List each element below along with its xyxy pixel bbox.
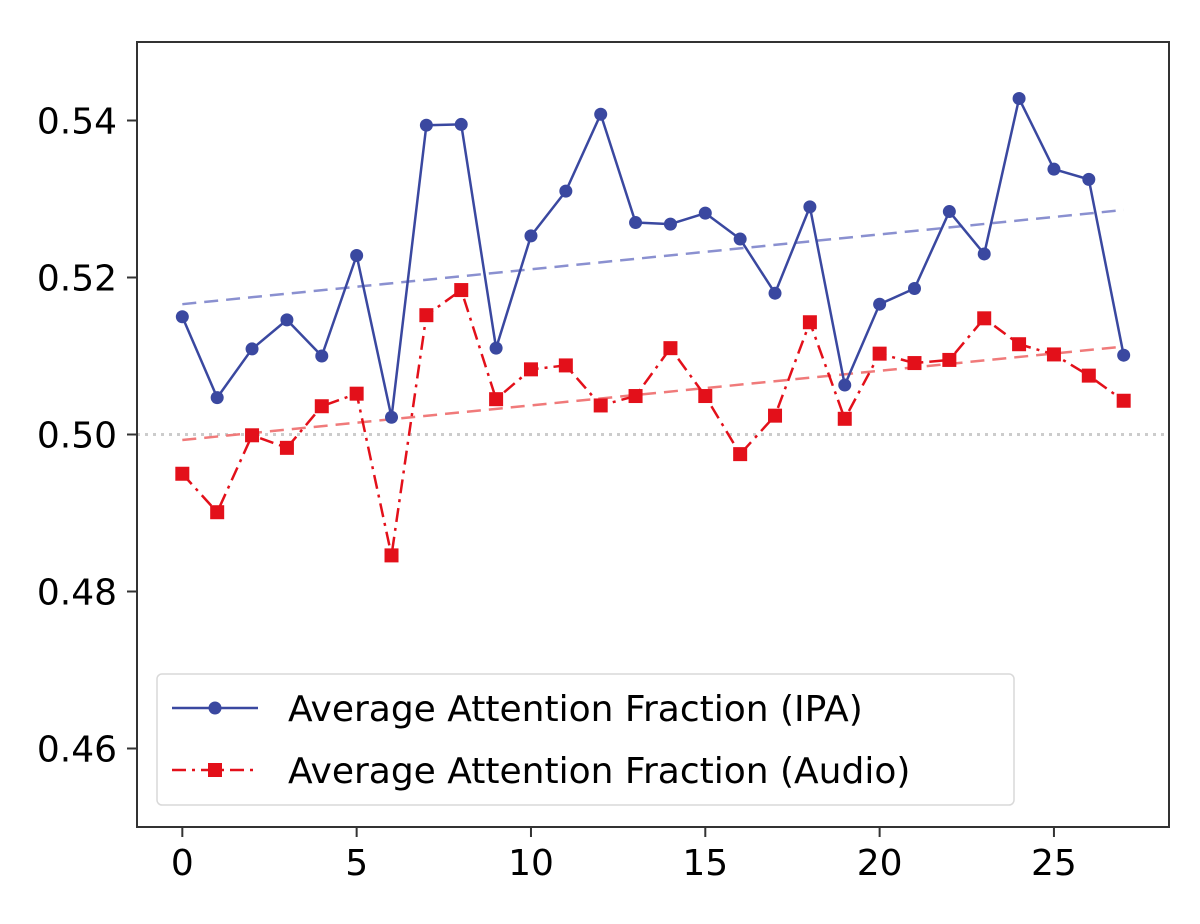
data-point bbox=[1012, 337, 1027, 352]
legend-marker-series-1 bbox=[208, 763, 222, 777]
data-point bbox=[837, 411, 852, 426]
y-tick-label: 0.48 bbox=[37, 573, 117, 614]
data-point bbox=[698, 206, 712, 220]
axes: 0 5 10 15 20 25 0.46 0.48 0.50 0.52 0.54 bbox=[37, 41, 1170, 884]
legend: Average Attention Fraction (IPA) Average … bbox=[156, 673, 1015, 806]
data-point bbox=[873, 297, 887, 311]
data-point bbox=[802, 315, 817, 330]
data-point bbox=[175, 310, 189, 324]
data-point bbox=[454, 283, 469, 298]
y-tick-label: 0.52 bbox=[37, 259, 117, 300]
data-point bbox=[315, 349, 329, 363]
data-point bbox=[280, 313, 294, 327]
data-point bbox=[803, 200, 817, 214]
data-point bbox=[314, 399, 329, 414]
data-point bbox=[489, 341, 503, 355]
data-point bbox=[245, 342, 259, 356]
x-tick-label: 15 bbox=[682, 843, 728, 884]
data-point bbox=[733, 232, 747, 246]
data-point bbox=[907, 281, 921, 295]
data-point bbox=[663, 217, 677, 231]
data-point bbox=[210, 505, 225, 520]
data-point bbox=[559, 184, 573, 198]
data-point bbox=[977, 311, 992, 326]
data-point bbox=[350, 249, 364, 263]
series-line-0 bbox=[181, 97, 1125, 419]
data-point bbox=[523, 362, 538, 377]
data-point bbox=[384, 548, 399, 563]
data-point bbox=[663, 341, 678, 356]
series-line-1 bbox=[181, 288, 1125, 557]
data-point bbox=[419, 118, 433, 132]
legend-box bbox=[156, 673, 1015, 806]
legend-marker-series-0 bbox=[208, 701, 222, 715]
x-tick-label: 25 bbox=[1031, 843, 1077, 884]
data-point bbox=[349, 386, 364, 401]
data-point bbox=[210, 391, 224, 405]
x-tick-label: 20 bbox=[857, 843, 903, 884]
plot-area bbox=[137, 92, 1169, 563]
trend-line-series-1 bbox=[182, 345, 1124, 442]
data-point bbox=[942, 205, 956, 219]
data-point bbox=[768, 286, 782, 300]
data-point bbox=[175, 466, 190, 481]
data-point bbox=[698, 389, 713, 404]
legend-label-series-0: Average Attention Fraction (IPA) bbox=[288, 689, 863, 730]
data-point bbox=[524, 229, 538, 243]
x-tick-label: 10 bbox=[508, 843, 554, 884]
data-point bbox=[1116, 393, 1131, 408]
x-tick-label: 0 bbox=[171, 843, 194, 884]
x-tick-label: 5 bbox=[345, 843, 368, 884]
y-tick-label: 0.54 bbox=[37, 102, 117, 143]
data-point bbox=[1082, 172, 1096, 186]
data-point bbox=[942, 352, 957, 367]
data-point bbox=[838, 378, 852, 392]
data-point bbox=[1117, 348, 1131, 362]
data-point bbox=[977, 247, 991, 261]
data-point bbox=[872, 346, 887, 361]
data-point bbox=[593, 398, 608, 413]
y-tick-label: 0.50 bbox=[37, 416, 117, 457]
data-point bbox=[1047, 162, 1061, 176]
data-point bbox=[558, 358, 573, 373]
legend-label-series-1: Average Attention Fraction (Audio) bbox=[288, 751, 910, 792]
trend-line-series-0 bbox=[182, 208, 1124, 306]
data-point bbox=[454, 117, 468, 131]
data-point bbox=[1081, 368, 1096, 383]
data-point bbox=[628, 389, 643, 404]
data-point bbox=[1046, 347, 1061, 362]
data-point bbox=[245, 428, 260, 443]
data-point bbox=[733, 447, 748, 462]
data-point bbox=[419, 308, 434, 323]
data-point bbox=[594, 107, 608, 121]
data-point bbox=[629, 216, 643, 230]
data-point bbox=[1012, 92, 1026, 106]
data-point bbox=[385, 410, 399, 424]
y-tick-label: 0.46 bbox=[37, 730, 117, 771]
data-point bbox=[768, 408, 783, 423]
data-point bbox=[489, 392, 504, 407]
data-point bbox=[907, 356, 922, 371]
data-point bbox=[279, 440, 294, 455]
